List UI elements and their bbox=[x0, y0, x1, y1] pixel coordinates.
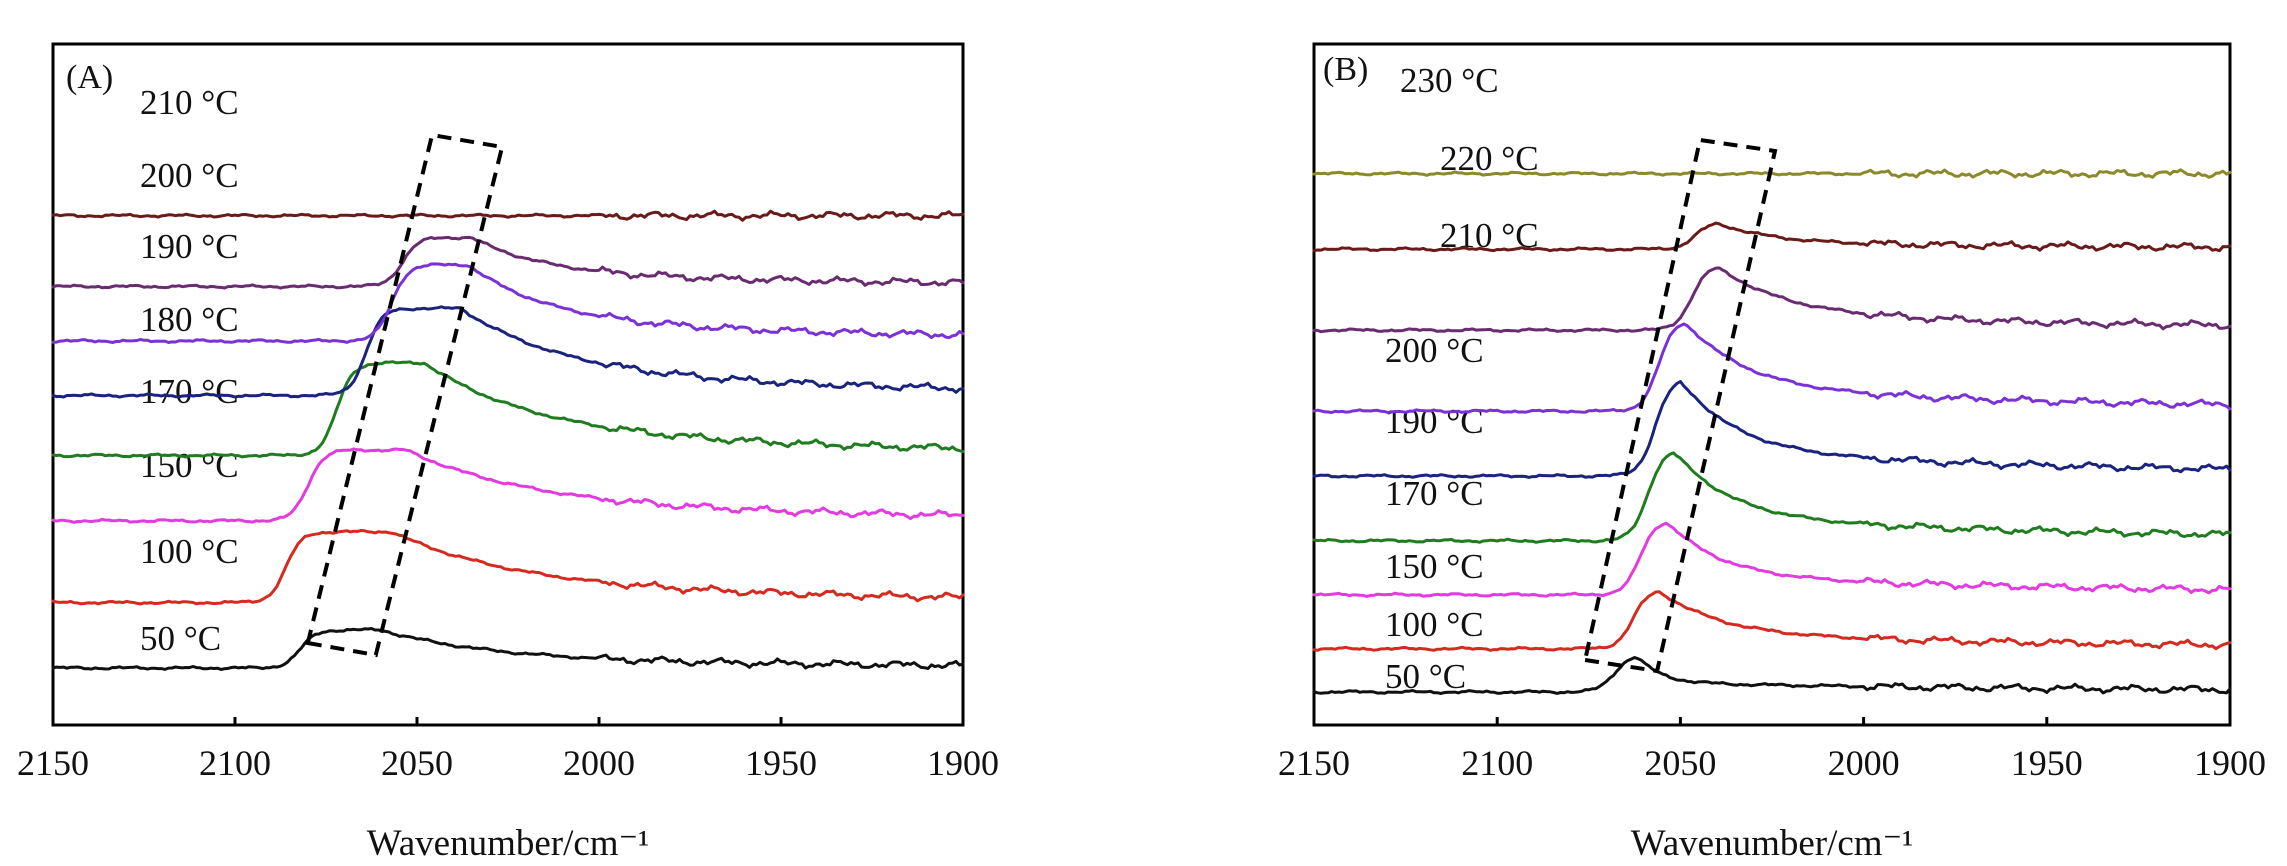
series-line bbox=[1312, 590, 2232, 652]
series-label: 180 °C bbox=[140, 300, 239, 339]
series-label: 210 °C bbox=[140, 83, 239, 122]
series-line bbox=[1312, 221, 2232, 253]
series-line bbox=[51, 305, 965, 399]
panel-tag: (B) bbox=[1323, 51, 1368, 88]
plot-frame bbox=[51, 42, 965, 727]
x-tick-label: 2000 bbox=[1828, 743, 1900, 783]
series-line bbox=[51, 627, 965, 671]
series-label: 200 °C bbox=[140, 156, 239, 195]
x-tick-label: 2100 bbox=[199, 743, 271, 783]
series-label: 170 °C bbox=[1385, 474, 1484, 513]
series-line bbox=[51, 209, 965, 222]
series-label: 150 °C bbox=[1385, 547, 1484, 586]
x-tick-label: 2150 bbox=[17, 743, 89, 783]
series-line bbox=[51, 360, 965, 459]
series-line bbox=[51, 262, 965, 344]
plot-frame bbox=[1312, 42, 2232, 727]
peak-highlight-box bbox=[305, 132, 505, 658]
x-tick-label: 1900 bbox=[2194, 743, 2266, 783]
series-label: 230 °C bbox=[1400, 61, 1499, 100]
peak-highlight-box bbox=[1582, 137, 1778, 674]
series-label: 50 °C bbox=[140, 619, 221, 658]
series-label: 100 °C bbox=[1385, 605, 1484, 644]
series-line bbox=[1312, 451, 2232, 544]
series-line bbox=[1312, 322, 2232, 415]
series-label: 50 °C bbox=[1385, 657, 1466, 696]
series-label: 150 °C bbox=[140, 446, 239, 485]
x-tick-label: 1900 bbox=[927, 743, 999, 783]
x-tick-label: 2100 bbox=[1461, 743, 1533, 783]
x-tick-label: 2000 bbox=[563, 743, 635, 783]
x-tick-label: 2050 bbox=[1644, 743, 1716, 783]
panel-a: (A) 2150 2100 2050 2000 1950 1900 Wavenumber/cm… bbox=[17, 42, 999, 864]
series-line bbox=[51, 447, 965, 524]
x-tick-label: 1950 bbox=[745, 743, 817, 783]
series-line bbox=[1312, 521, 2232, 598]
x-tick-label: 1950 bbox=[2011, 743, 2083, 783]
series-line bbox=[1312, 656, 2232, 695]
series-label: 170 °C bbox=[140, 372, 239, 411]
x-tick-label: 2050 bbox=[381, 743, 453, 783]
series-line bbox=[51, 529, 965, 606]
x-axis-title: Wavenumber/cm⁻¹ bbox=[367, 823, 649, 864]
series-line bbox=[51, 235, 965, 290]
series-label: 190 °C bbox=[1385, 402, 1484, 441]
x-axis-title: Wavenumber/cm⁻¹ bbox=[1631, 823, 1913, 864]
series-label: 100 °C bbox=[140, 532, 239, 571]
series-label: 200 °C bbox=[1385, 331, 1484, 370]
panel-tag: (A) bbox=[66, 59, 113, 96]
x-tick-label: 2150 bbox=[1278, 743, 1350, 783]
panel-b: (B) 2150 2100 2050 2000 1950 1900 Wavenumber/cm… bbox=[1278, 42, 2266, 864]
series-line bbox=[1312, 380, 2232, 479]
series-label: 190 °C bbox=[140, 227, 239, 266]
series-line bbox=[1312, 266, 2232, 334]
